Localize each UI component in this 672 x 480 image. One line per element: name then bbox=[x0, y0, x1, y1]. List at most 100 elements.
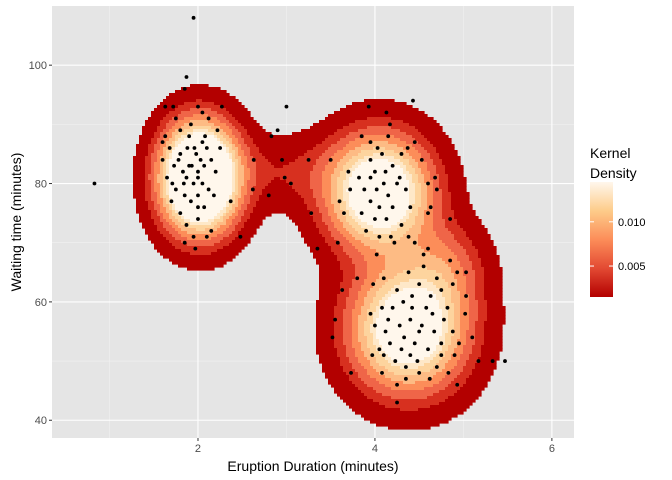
density-band-cell bbox=[337, 303, 347, 307]
density-band-cell bbox=[229, 201, 236, 205]
data-point bbox=[178, 211, 183, 216]
density-band-cell bbox=[145, 177, 149, 181]
data-point bbox=[388, 234, 393, 239]
density-band-cell bbox=[448, 285, 458, 289]
data-point bbox=[280, 157, 284, 162]
density-band-cell bbox=[364, 327, 371, 331]
density-band-cell bbox=[460, 354, 470, 358]
density-band-cell bbox=[361, 306, 371, 310]
density-band-cell bbox=[223, 141, 230, 145]
density-band-cell bbox=[166, 123, 176, 127]
density-band-cell bbox=[484, 285, 503, 289]
density-band-cell bbox=[460, 372, 473, 376]
density-band-cell bbox=[403, 156, 413, 160]
density-band-cell bbox=[364, 303, 371, 307]
density-band-cell bbox=[460, 297, 470, 301]
data-point bbox=[181, 181, 186, 186]
data-point bbox=[439, 353, 444, 358]
density-band-cell bbox=[352, 321, 359, 325]
density-band-cell bbox=[181, 234, 218, 238]
density-band-cell bbox=[241, 228, 257, 232]
data-point bbox=[402, 335, 407, 340]
density-band-cell bbox=[136, 153, 149, 157]
density-band-cell bbox=[238, 147, 242, 151]
density-band-cell bbox=[355, 267, 368, 271]
density-band-cell bbox=[163, 183, 167, 187]
density-band-cell bbox=[376, 279, 389, 283]
density-band-cell bbox=[415, 183, 422, 187]
density-band-cell bbox=[229, 147, 233, 151]
density-band-cell bbox=[154, 108, 176, 112]
density-band-cell bbox=[361, 312, 368, 316]
data-point bbox=[374, 252, 379, 257]
density-band-cell bbox=[364, 333, 374, 337]
density-band-cell bbox=[133, 192, 146, 196]
density-band-cell bbox=[433, 201, 443, 205]
density-band-cell bbox=[319, 231, 332, 235]
density-band-cell bbox=[358, 339, 368, 343]
density-band-cell bbox=[163, 255, 236, 259]
density-band-cell bbox=[343, 312, 353, 316]
density-band-cell bbox=[385, 255, 437, 259]
density-band-cell bbox=[145, 162, 152, 166]
density-band-cell bbox=[151, 141, 158, 145]
density-band-cell bbox=[217, 249, 242, 253]
data-point bbox=[349, 371, 353, 375]
density-band-cell bbox=[190, 219, 209, 223]
density-band-cell bbox=[175, 123, 185, 127]
density-band-cell bbox=[319, 210, 329, 214]
density-band-cell bbox=[319, 285, 341, 289]
density-band-cell bbox=[166, 150, 173, 154]
density-band-cell bbox=[478, 300, 488, 304]
density-band-cell bbox=[379, 351, 386, 355]
density-band-cell bbox=[433, 204, 443, 208]
density-band-cell bbox=[391, 396, 428, 400]
density-band-cell bbox=[166, 165, 170, 169]
density-band-cell bbox=[166, 96, 236, 100]
density-band-cell bbox=[346, 348, 356, 352]
density-band-cell bbox=[445, 261, 461, 265]
density-band-cell bbox=[442, 315, 449, 319]
data-point bbox=[346, 169, 351, 174]
density-band-cell bbox=[406, 174, 413, 178]
density-band-cell bbox=[418, 174, 425, 178]
density-band-cell bbox=[361, 225, 374, 229]
density-band-cell bbox=[334, 111, 425, 115]
density-band-cell bbox=[223, 114, 233, 118]
density-band-cell bbox=[436, 270, 452, 274]
density-band-cell bbox=[214, 102, 242, 106]
density-band-cell bbox=[334, 222, 344, 226]
data-point bbox=[213, 169, 218, 174]
density-band-cell bbox=[424, 159, 434, 163]
density-band-cell bbox=[322, 183, 332, 187]
density-band-cell bbox=[319, 297, 338, 301]
density-band-cell bbox=[394, 285, 437, 289]
data-point bbox=[359, 211, 364, 216]
density-band-cell bbox=[325, 375, 350, 379]
density-band-cell bbox=[148, 201, 155, 205]
density-band-cell bbox=[223, 216, 230, 220]
density-band-cell bbox=[421, 153, 431, 157]
density-band-cell bbox=[466, 333, 476, 337]
density-band-cell bbox=[436, 255, 458, 259]
density-band-cell bbox=[475, 327, 485, 331]
density-band-cell bbox=[214, 243, 230, 247]
density-band-cell bbox=[310, 210, 320, 214]
density-band-cell bbox=[181, 213, 218, 217]
density-band-cell bbox=[466, 363, 476, 367]
density-band-cell bbox=[232, 177, 236, 181]
density-band-cell bbox=[439, 177, 449, 181]
density-band-cell bbox=[343, 336, 353, 340]
density-band-cell bbox=[451, 297, 461, 301]
density-band-cell bbox=[139, 141, 152, 145]
density-band-cell bbox=[382, 393, 434, 397]
density-band-cell bbox=[229, 225, 236, 229]
density-band-cell bbox=[289, 162, 317, 166]
density-band-cell bbox=[157, 129, 164, 133]
density-band-cell bbox=[469, 318, 479, 322]
density-band-cell bbox=[337, 300, 347, 304]
density-band-cell bbox=[154, 222, 164, 226]
density-band-cell bbox=[334, 318, 344, 322]
density-band-cell bbox=[364, 243, 419, 247]
density-band-cell bbox=[178, 114, 194, 118]
